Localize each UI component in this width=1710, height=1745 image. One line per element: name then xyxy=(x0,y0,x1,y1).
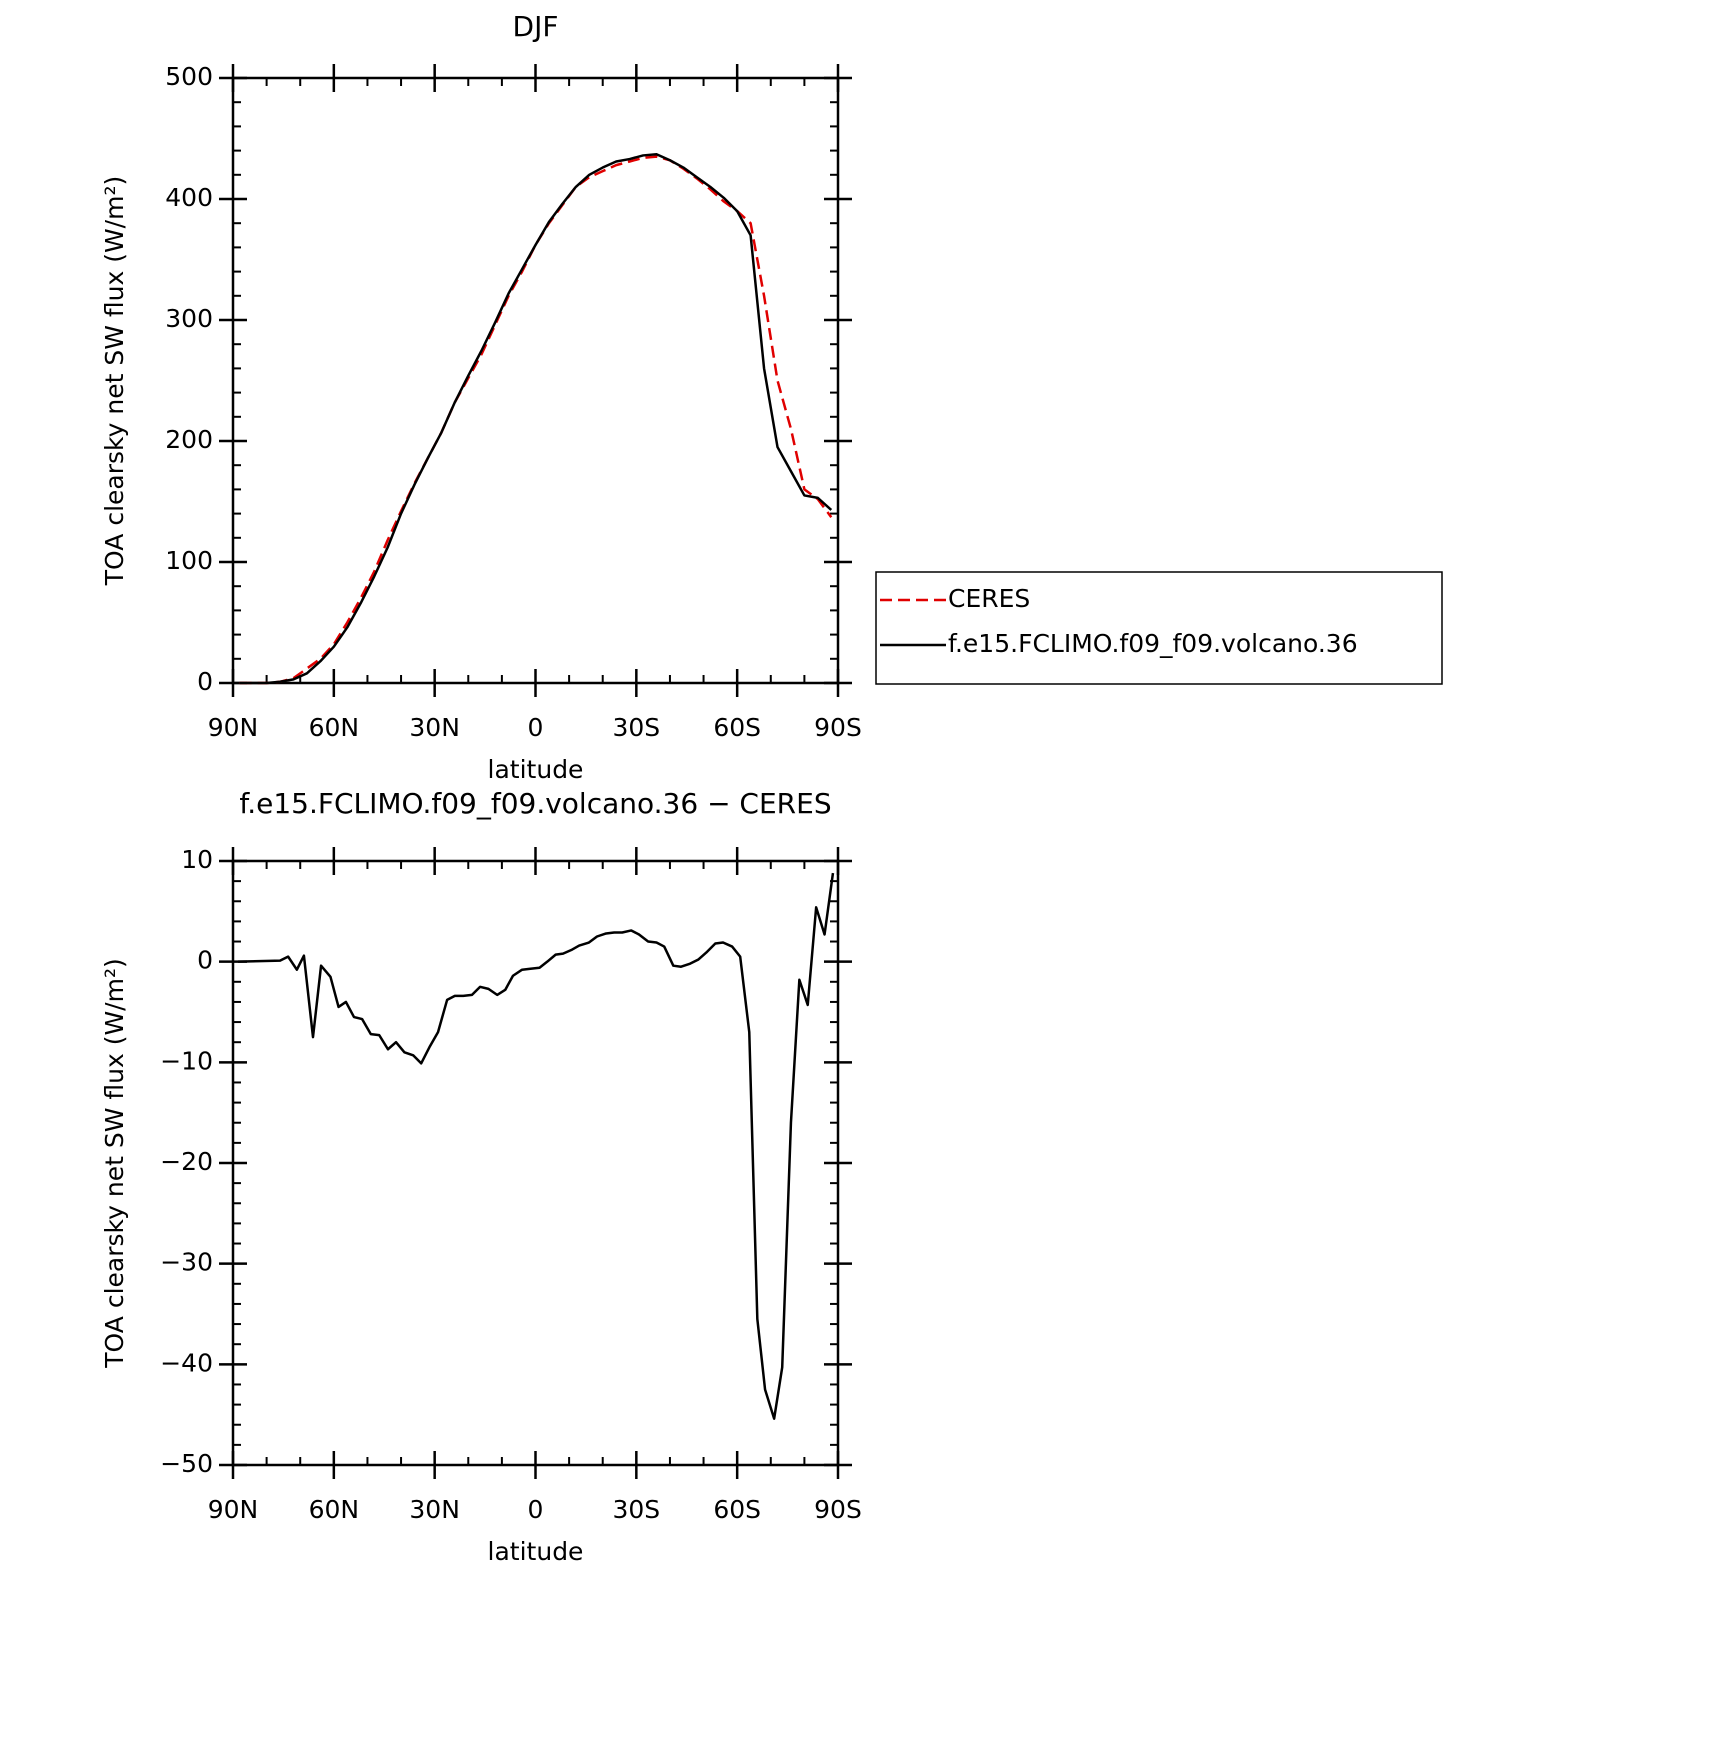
x-tick-label: 90S xyxy=(814,1495,862,1524)
y-axis-label: TOA clearsky net SW flux (W/m²) xyxy=(100,958,129,1368)
x-tick-label: 30N xyxy=(409,713,460,742)
x-tick-label: 60N xyxy=(309,713,360,742)
x-tick-label: 60S xyxy=(713,1495,761,1524)
y-tick-label: 0 xyxy=(197,946,213,975)
plot: DJF latitude TOA clearsky net SW flux (W/m… xyxy=(100,10,1443,784)
plot-frame xyxy=(231,76,840,685)
y-tick-label: 0 xyxy=(197,667,213,696)
x-tick-label: 30S xyxy=(612,713,660,742)
x-tick-label: 60S xyxy=(713,713,761,742)
y-tick-label: −20 xyxy=(160,1147,213,1176)
x-tick-label: 30N xyxy=(409,1495,460,1524)
y-tick-label: −50 xyxy=(160,1449,213,1478)
x-tick-label: 90S xyxy=(814,713,862,742)
x-tick-label: 90N xyxy=(208,713,259,742)
y-tick-label: −30 xyxy=(160,1248,213,1277)
data-line xyxy=(238,872,835,1420)
y-tick-label: −40 xyxy=(160,1348,213,1377)
legend-label: CERES xyxy=(948,584,1030,613)
y-tick-label: 400 xyxy=(165,183,213,212)
legend-box xyxy=(875,571,1443,685)
x-tick-label: 30S xyxy=(612,1495,660,1524)
x-axis-label: latitude xyxy=(488,1537,584,1566)
chart-title: f.e15.FCLIMO.f09_f09.volcano.36 − CERES xyxy=(239,787,831,820)
data-line xyxy=(239,155,833,685)
y-tick-label: 200 xyxy=(165,425,213,454)
x-tick-label: 90N xyxy=(208,1495,259,1524)
x-tick-label: 0 xyxy=(528,713,544,742)
data-line xyxy=(239,152,833,685)
x-tick-label: 0 xyxy=(528,1495,544,1524)
y-tick-label: 100 xyxy=(165,546,213,575)
y-tick-label: 10 xyxy=(181,845,213,874)
plot-frame xyxy=(231,859,840,1467)
x-axis-label: latitude xyxy=(488,755,584,784)
x-tick-label: 60N xyxy=(309,1495,360,1524)
y-axis-label: TOA clearsky net SW flux (W/m²) xyxy=(100,176,129,586)
y-tick-label: 300 xyxy=(165,304,213,333)
plot: f.e15.FCLIMO.f09_f09.volcano.36 − CERES l… xyxy=(100,787,862,1566)
y-tick-label: 500 xyxy=(165,62,213,91)
legend-label: f.e15.FCLIMO.f09_f09.volcano.36 xyxy=(948,629,1358,658)
y-tick-label: −10 xyxy=(160,1046,213,1075)
chart-title: DJF xyxy=(513,10,559,43)
